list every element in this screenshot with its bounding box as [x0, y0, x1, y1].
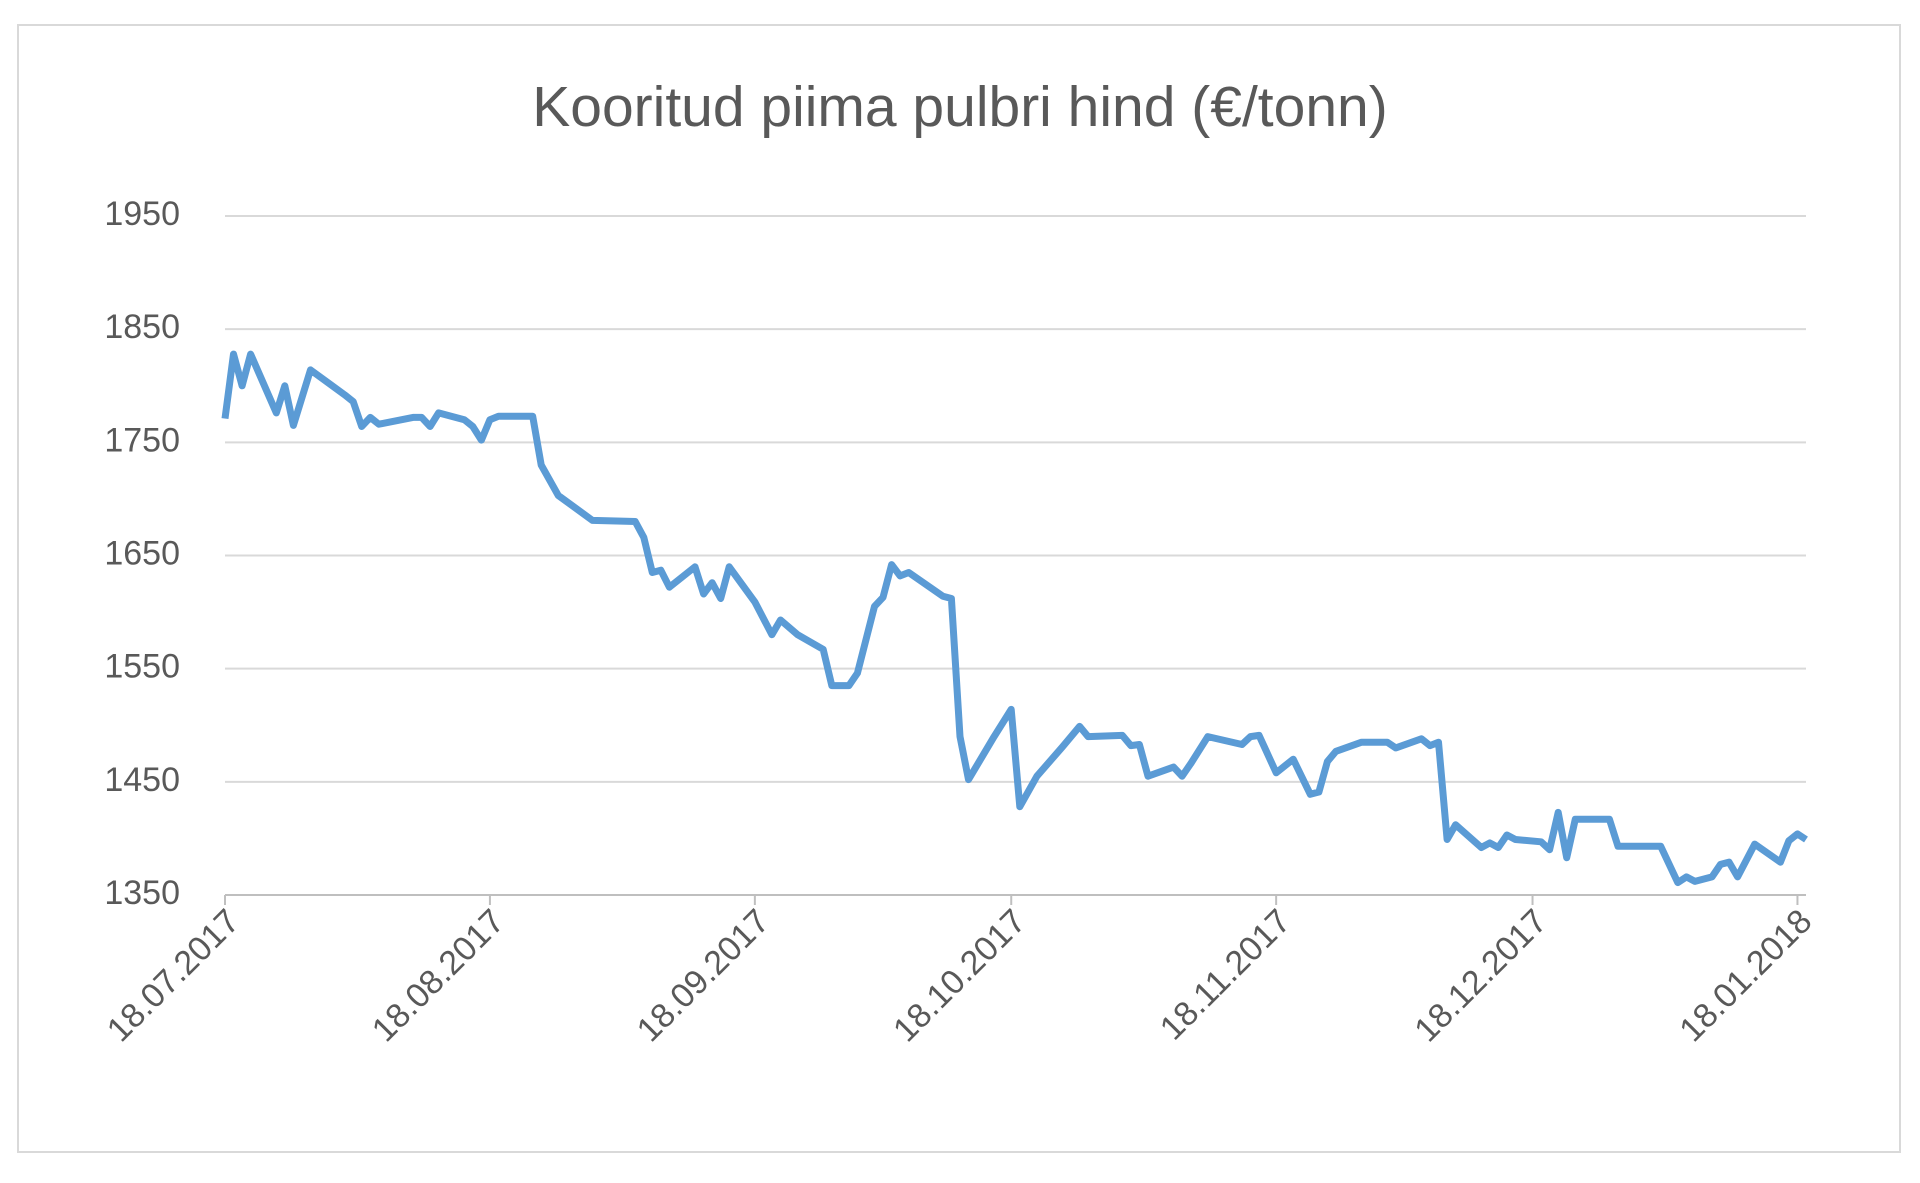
y-tick-label: 1650 — [104, 534, 180, 572]
chart-title: Kooritud piima pulbri hind (€/tonn) — [532, 75, 1387, 139]
y-tick-label: 1350 — [104, 874, 180, 912]
y-tick-label: 1750 — [104, 421, 180, 459]
data-line — [221, 350, 1808, 887]
y-tick-label: 1950 — [104, 195, 180, 233]
y-tick-label: 1850 — [104, 308, 180, 346]
y-tick-label: 1450 — [104, 761, 180, 799]
chart-frame — [17, 24, 1901, 1153]
y-tick-label: 1550 — [104, 648, 180, 686]
